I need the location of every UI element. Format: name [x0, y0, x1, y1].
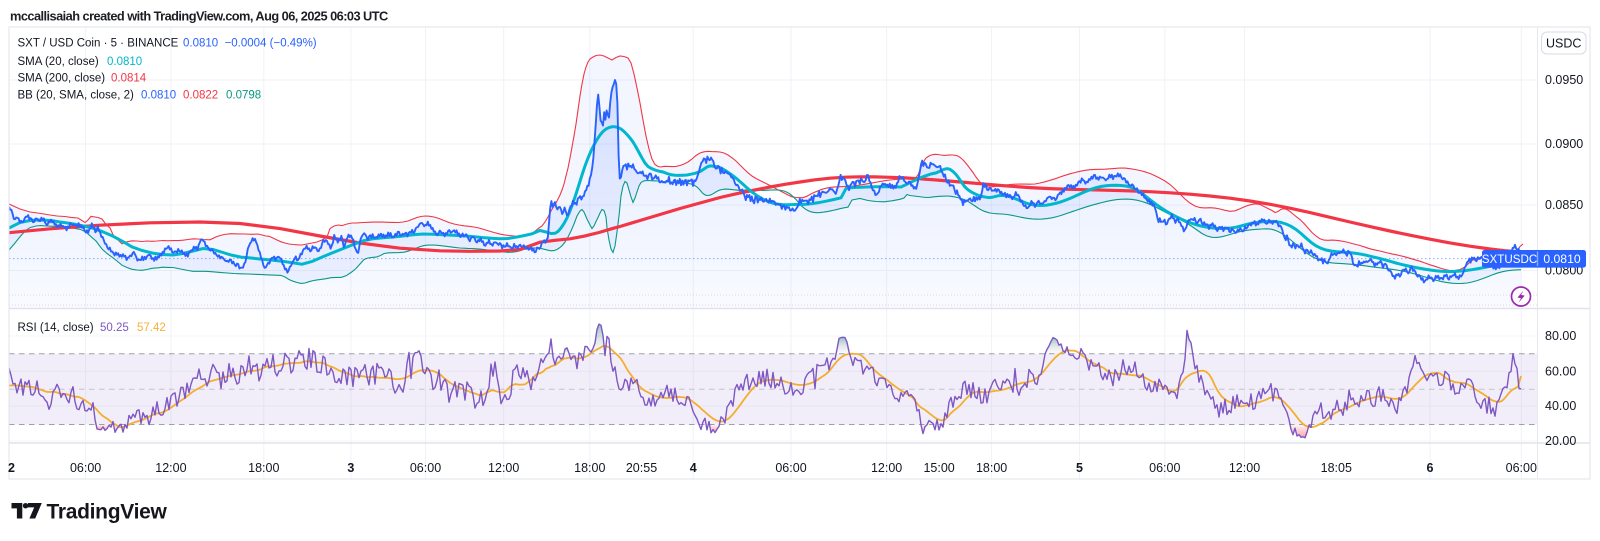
svg-text:0.0810: 0.0810 [1543, 252, 1580, 266]
svg-text:18:00: 18:00 [574, 461, 605, 475]
svg-text:SMA (20, close): SMA (20, close) [18, 56, 99, 68]
svg-text:18:05: 18:05 [1321, 461, 1352, 475]
svg-text:12:00: 12:00 [871, 461, 902, 475]
svg-text:20:55: 20:55 [626, 461, 657, 475]
svg-text:6: 6 [1427, 461, 1434, 475]
svg-text:TradingView: TradingView [47, 501, 168, 524]
svg-text:0.0798: 0.0798 [226, 90, 261, 102]
svg-text:57.42: 57.42 [137, 322, 166, 334]
svg-text:0.0822: 0.0822 [183, 90, 218, 102]
svg-text:SMA (200, close): SMA (200, close) [18, 73, 106, 85]
svg-text:60.00: 60.00 [1545, 365, 1576, 379]
svg-text:50.25: 50.25 [100, 322, 129, 334]
svg-text:0.0810: 0.0810 [107, 56, 142, 68]
svg-text:18:00: 18:00 [976, 461, 1007, 475]
svg-text:06:00: 06:00 [775, 461, 806, 475]
svg-text:80.00: 80.00 [1545, 329, 1576, 343]
svg-text:12:00: 12:00 [488, 461, 519, 475]
svg-text:0.0950: 0.0950 [1545, 73, 1583, 87]
svg-text:0.0814: 0.0814 [111, 73, 147, 85]
svg-text:20.00: 20.00 [1545, 434, 1576, 448]
svg-text:18:00: 18:00 [248, 461, 279, 475]
svg-text:SXT / USD Coin · 5 · BINANCE: SXT / USD Coin · 5 · BINANCE [18, 38, 179, 50]
svg-text:12:00: 12:00 [1229, 461, 1260, 475]
svg-text:RSI (14, close): RSI (14, close) [18, 322, 94, 334]
svg-text:4: 4 [690, 461, 697, 475]
svg-text:0.0810 −0.0004 (−0.49%): 0.0810 −0.0004 (−0.49%) [183, 38, 317, 50]
svg-text:06:00: 06:00 [70, 461, 101, 475]
svg-text:SXTUSDC: SXTUSDC [1482, 253, 1537, 266]
svg-text:15:00: 15:00 [923, 461, 954, 475]
svg-text:BB (20, SMA, close, 2): BB (20, SMA, close, 2) [18, 90, 134, 102]
svg-text:0.0850: 0.0850 [1545, 198, 1583, 212]
svg-text:mccallisaiah created with Trad: mccallisaiah created with TradingView.co… [10, 8, 388, 23]
svg-text:3: 3 [347, 461, 354, 475]
svg-text:12:00: 12:00 [155, 461, 186, 475]
svg-text:06:00: 06:00 [1149, 461, 1180, 475]
svg-text:5: 5 [1076, 461, 1083, 475]
svg-text:06:00: 06:00 [410, 461, 441, 475]
svg-text:2: 2 [8, 461, 15, 475]
svg-text:06:00: 06:00 [1506, 461, 1537, 475]
svg-text:0.0900: 0.0900 [1545, 137, 1583, 151]
svg-text:USDC: USDC [1546, 36, 1581, 50]
svg-text:40.00: 40.00 [1545, 399, 1576, 413]
svg-text:0.0810: 0.0810 [141, 90, 176, 102]
